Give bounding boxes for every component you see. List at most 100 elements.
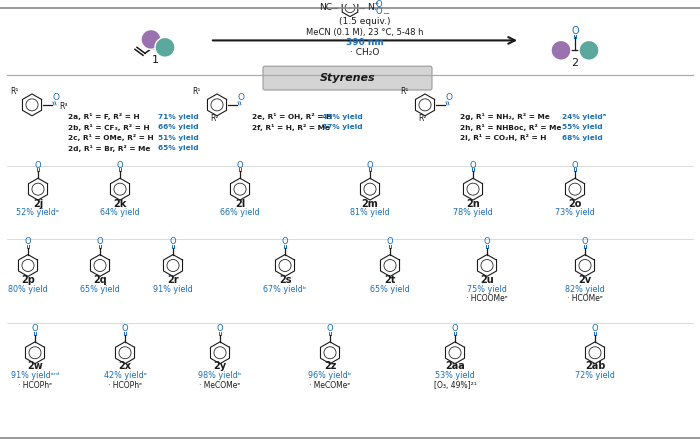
- Text: O: O: [281, 237, 288, 246]
- Text: 2s: 2s: [279, 275, 291, 286]
- Text: 2y: 2y: [214, 361, 227, 371]
- Text: 72% yield: 72% yield: [575, 371, 615, 380]
- Text: R¹: R¹: [193, 88, 201, 96]
- Text: 2p: 2p: [21, 275, 35, 286]
- Text: [O₃, 49%]²¹: [O₃, 49%]²¹: [433, 381, 477, 390]
- Text: 96% yieldᵇ: 96% yieldᵇ: [309, 371, 351, 380]
- Text: 2a, R¹ = F, R² = H: 2a, R¹ = F, R² = H: [68, 113, 139, 120]
- Text: O: O: [237, 93, 244, 103]
- Text: 2t: 2t: [384, 275, 395, 286]
- Text: 91% yieldᵃʳᵈ: 91% yieldᵃʳᵈ: [11, 371, 59, 380]
- Text: O: O: [237, 161, 244, 170]
- Text: 2g, R¹ = NH₂, R² = Me: 2g, R¹ = NH₂, R² = Me: [460, 113, 550, 120]
- Text: 68% yield: 68% yield: [562, 135, 603, 141]
- Text: O: O: [376, 0, 383, 9]
- Text: O: O: [97, 237, 104, 246]
- Text: MeCN (0.1 M), 23 °C, 5-48 h: MeCN (0.1 M), 23 °C, 5-48 h: [307, 28, 424, 37]
- Text: O: O: [25, 237, 32, 246]
- Text: 2u: 2u: [480, 275, 494, 286]
- Text: 2o: 2o: [568, 199, 582, 209]
- Text: · MeCOMeᵉ: · MeCOMeᵉ: [199, 381, 241, 390]
- Text: 2m: 2m: [362, 199, 379, 209]
- Text: 77% yield: 77% yield: [322, 124, 363, 130]
- Text: 42% yieldᵃ: 42% yieldᵃ: [104, 371, 146, 380]
- Text: R¹: R¹: [400, 88, 409, 96]
- Text: 53% yield: 53% yield: [435, 371, 475, 380]
- Text: 2k: 2k: [113, 199, 127, 209]
- Text: Styrenes: Styrenes: [320, 73, 376, 83]
- Text: R²: R²: [418, 114, 426, 123]
- Text: 1: 1: [151, 55, 158, 65]
- Text: R²: R²: [210, 114, 218, 123]
- Text: 73% yield: 73% yield: [555, 209, 595, 217]
- Text: 64% yield: 64% yield: [100, 209, 140, 217]
- Text: R³: R³: [59, 103, 67, 111]
- Text: −: −: [382, 9, 389, 18]
- Text: 91% yield: 91% yield: [153, 285, 193, 294]
- Text: 2c, R¹ = OMe, R² = H: 2c, R¹ = OMe, R² = H: [68, 134, 153, 141]
- Text: 2l: 2l: [235, 199, 245, 209]
- Text: · HCOPhᵉ: · HCOPhᵉ: [108, 381, 142, 390]
- Text: 2r: 2r: [167, 275, 178, 286]
- Text: 81% yield: 81% yield: [350, 209, 390, 217]
- Circle shape: [141, 30, 161, 50]
- Text: O: O: [386, 237, 393, 246]
- Text: 2z: 2z: [324, 361, 336, 371]
- Text: · HCOOMeᵉ: · HCOOMeᵉ: [466, 294, 508, 303]
- Text: 65% yield: 65% yield: [370, 285, 410, 294]
- Text: 98% yieldᵇ: 98% yieldᵇ: [198, 371, 242, 380]
- Circle shape: [551, 40, 571, 60]
- Text: O: O: [52, 93, 60, 103]
- Text: 390 nm: 390 nm: [346, 38, 384, 47]
- Text: O: O: [376, 7, 383, 16]
- Text: 2aa: 2aa: [445, 361, 465, 371]
- Text: 66% yield: 66% yield: [158, 124, 199, 130]
- Text: 2i, R¹ = CO₂H, R² = H: 2i, R¹ = CO₂H, R² = H: [460, 134, 547, 141]
- Text: N: N: [367, 3, 374, 12]
- Text: · HCOPhᵉ: · HCOPhᵉ: [18, 381, 52, 390]
- Text: 71% yield: 71% yield: [158, 114, 199, 120]
- Text: (1.5 equiv.): (1.5 equiv.): [340, 17, 391, 26]
- Text: 2n: 2n: [466, 199, 480, 209]
- Text: 78% yield: 78% yield: [453, 209, 493, 217]
- Text: O: O: [572, 161, 578, 170]
- Text: 2j: 2j: [33, 199, 43, 209]
- Text: O: O: [470, 161, 476, 170]
- Text: 2: 2: [571, 58, 579, 68]
- Text: O: O: [582, 237, 588, 246]
- Text: O: O: [117, 161, 123, 170]
- Text: O: O: [327, 324, 333, 333]
- Text: R¹: R¹: [10, 88, 19, 96]
- Text: O: O: [592, 324, 598, 333]
- Text: 2d, R¹ = Br, R² = Me: 2d, R¹ = Br, R² = Me: [68, 145, 150, 152]
- Text: 55% yield: 55% yield: [562, 124, 603, 130]
- Text: 2b, R¹ = CF₃, R² = H: 2b, R¹ = CF₃, R² = H: [68, 124, 150, 131]
- Text: 2x: 2x: [118, 361, 132, 371]
- Text: 65% yield: 65% yield: [80, 285, 120, 294]
- Text: 65% yield: 65% yield: [158, 145, 199, 151]
- Text: 51% yield: 51% yield: [158, 135, 199, 141]
- Text: +: +: [373, 1, 378, 6]
- Text: 2v: 2v: [578, 275, 592, 286]
- Circle shape: [579, 40, 599, 60]
- Text: O: O: [452, 324, 458, 333]
- Text: · CH₂O: · CH₂O: [350, 48, 379, 57]
- Text: O: O: [484, 237, 490, 246]
- FancyBboxPatch shape: [263, 66, 432, 90]
- Text: O: O: [32, 324, 38, 333]
- Text: O: O: [169, 237, 176, 246]
- Text: 66% yield: 66% yield: [220, 209, 260, 217]
- Text: 67% yieldᵇ: 67% yieldᵇ: [263, 285, 307, 294]
- Text: 2w: 2w: [27, 361, 43, 371]
- Circle shape: [155, 38, 175, 57]
- Text: O: O: [35, 161, 41, 170]
- Text: O: O: [122, 324, 128, 333]
- Text: NC: NC: [319, 3, 332, 12]
- Text: 24% yieldᵃ: 24% yieldᵃ: [562, 114, 606, 120]
- Text: 2q: 2q: [93, 275, 107, 286]
- Text: 2ab: 2ab: [584, 361, 606, 371]
- Text: 45% yield: 45% yield: [322, 114, 363, 120]
- Text: O: O: [367, 161, 373, 170]
- Text: 80% yield: 80% yield: [8, 285, 48, 294]
- Text: O: O: [217, 324, 223, 333]
